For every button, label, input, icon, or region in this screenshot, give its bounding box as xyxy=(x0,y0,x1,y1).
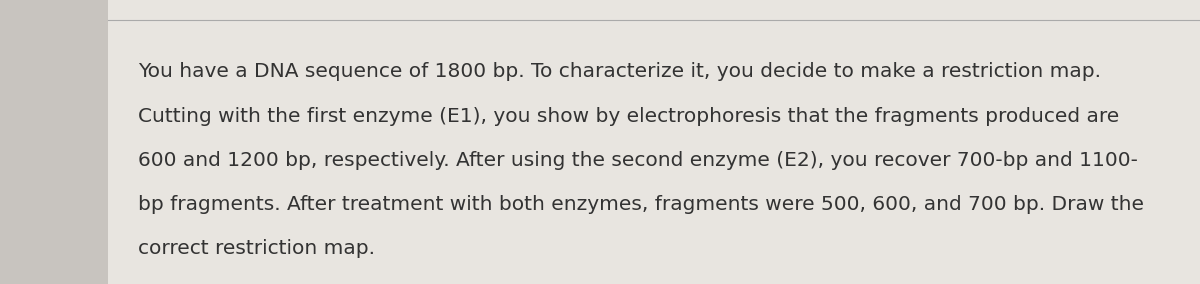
Text: You have a DNA sequence of 1800 bp. To characterize it, you decide to make a res: You have a DNA sequence of 1800 bp. To c… xyxy=(138,62,1102,82)
Text: bp fragments. After treatment with both enzymes, fragments were 500, 600, and 70: bp fragments. After treatment with both … xyxy=(138,195,1144,214)
Text: 600 and 1200 bp, respectively. After using the second enzyme (E2), you recover 7: 600 and 1200 bp, respectively. After usi… xyxy=(138,151,1138,170)
Bar xyxy=(0,0,108,284)
Text: Cutting with the first enzyme (E1), you show by electrophoresis that the fragmen: Cutting with the first enzyme (E1), you … xyxy=(138,106,1120,126)
Text: correct restriction map.: correct restriction map. xyxy=(138,239,374,258)
